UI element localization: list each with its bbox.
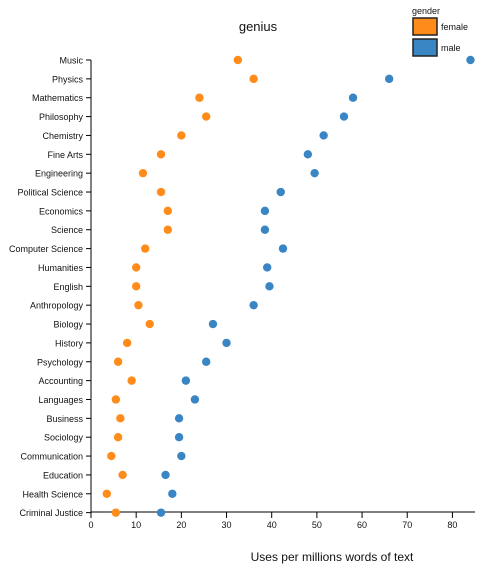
legend-swatch-male xyxy=(412,38,438,57)
y-tick-label: Languages xyxy=(38,395,83,405)
female-point-political-science xyxy=(156,187,166,197)
male-point-communication xyxy=(177,451,186,461)
y-tick-label: Biology xyxy=(53,320,83,330)
x-axis: 0 10 20 30 40 50 60 70 80 xyxy=(88,511,475,530)
female-point-communication xyxy=(107,451,116,461)
y-tick-label: Business xyxy=(46,414,83,424)
female-point-accounting xyxy=(127,376,136,385)
y-tick-label: Physics xyxy=(52,74,84,84)
y-tick-label: Health Science xyxy=(22,489,83,499)
y-tick-label: English xyxy=(53,282,83,292)
female-point-psychology xyxy=(113,357,123,366)
legend-label-male: male xyxy=(441,43,461,53)
y-tick-label: History xyxy=(55,338,84,348)
y-tick-label: Engineering xyxy=(35,169,83,179)
male-point-criminal-justice xyxy=(156,508,166,517)
male-point-english xyxy=(265,282,274,291)
x-tick-label: 20 xyxy=(176,520,186,530)
female-point-health-science xyxy=(102,489,112,498)
y-tick-label: Chemistry xyxy=(42,131,83,141)
legend-label-female: female xyxy=(441,22,468,32)
x-tick-label: 70 xyxy=(402,520,412,530)
x-tick-label: 60 xyxy=(357,520,367,530)
x-tick-label: 80 xyxy=(447,520,457,530)
female-point-fine-arts xyxy=(156,150,166,159)
y-tick-label: Accounting xyxy=(38,376,83,386)
y-tick-label: Anthropology xyxy=(30,301,84,311)
male-point-economics xyxy=(260,206,270,216)
y-tick-label: Criminal Justice xyxy=(19,508,83,518)
y-tick-label: Economics xyxy=(39,206,84,216)
male-point-health-science xyxy=(168,489,177,498)
female-point-anthropology xyxy=(134,300,143,310)
legend-title: gender xyxy=(412,6,440,16)
female-point-engineering xyxy=(138,168,148,178)
legend-swatch-female xyxy=(412,17,438,36)
y-tick-label: Education xyxy=(43,470,83,480)
legend: gender female male xyxy=(412,6,468,57)
male-point-physics xyxy=(384,74,394,84)
x-tick-label: 50 xyxy=(312,520,322,530)
male-point-sociology xyxy=(174,433,184,442)
male-point-computer-science xyxy=(278,244,288,253)
male-point-humanities xyxy=(262,263,272,272)
female-point-languages xyxy=(111,395,121,404)
y-tick-label: Fine Arts xyxy=(47,150,83,160)
x-tick-label: 0 xyxy=(88,520,93,530)
male-point-music xyxy=(466,55,475,65)
male-point-education xyxy=(161,470,170,480)
male-point-mathematics xyxy=(348,93,358,102)
y-tick-label: Communication xyxy=(20,452,83,462)
x-tick-label: 10 xyxy=(131,520,141,530)
female-point-economics xyxy=(163,206,172,216)
male-point-biology xyxy=(208,319,218,329)
y-tick-label: Philosophy xyxy=(39,112,84,122)
female-point-chemistry xyxy=(177,131,186,140)
female-point-physics xyxy=(249,74,258,84)
male-point-political-science xyxy=(276,187,285,197)
male-point-anthropology xyxy=(249,300,258,310)
female-point-business xyxy=(116,414,125,423)
male-point-accounting xyxy=(181,376,191,385)
female-point-philosophy xyxy=(202,112,211,121)
y-tick-label: Sociology xyxy=(44,433,84,443)
male-point-psychology xyxy=(202,357,211,366)
male-point-philosophy xyxy=(339,112,349,121)
male-point-science xyxy=(260,225,270,234)
female-point-mathematics xyxy=(195,93,204,102)
male-point-fine-arts xyxy=(303,150,313,159)
male-point-engineering xyxy=(310,168,319,178)
male-point-history xyxy=(222,338,231,348)
female-point-history xyxy=(122,338,132,348)
y-axis: Music Physics Mathematics Philosophy Chemist… xyxy=(9,56,92,518)
chart-title: genius xyxy=(239,19,278,34)
female-point-computer-science xyxy=(141,244,150,253)
female-point-education xyxy=(118,470,127,480)
y-tick-label: Political Science xyxy=(17,188,83,198)
x-tick-label: 30 xyxy=(222,520,232,530)
y-tick-label: Humanities xyxy=(38,263,84,273)
female-point-music xyxy=(233,55,243,65)
y-tick-label: Psychology xyxy=(37,357,84,367)
female-point-science xyxy=(163,225,172,234)
male-point-business xyxy=(174,414,184,423)
female-point-humanities xyxy=(131,263,141,272)
y-tick-label: Science xyxy=(51,225,83,235)
y-tick-label: Computer Science xyxy=(9,244,83,254)
female-point-english xyxy=(131,282,141,291)
female-point-criminal-justice xyxy=(111,508,121,517)
male-point-chemistry xyxy=(319,131,328,140)
data-points xyxy=(102,55,475,517)
y-tick-label: Mathematics xyxy=(32,93,84,103)
x-tick-label: 40 xyxy=(267,520,277,530)
y-tick-label: Music xyxy=(59,56,83,66)
male-point-languages xyxy=(190,395,200,404)
female-point-biology xyxy=(145,319,154,329)
x-axis-title: Uses per millions words of text xyxy=(251,550,414,564)
female-point-sociology xyxy=(113,433,123,442)
